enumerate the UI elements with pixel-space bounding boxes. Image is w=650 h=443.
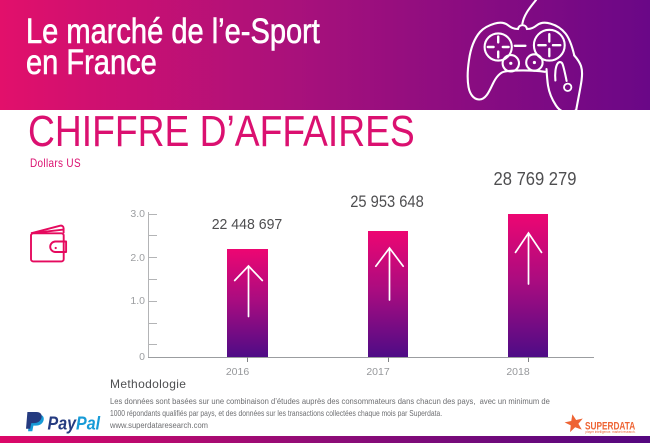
svg-text:player intelligence. market re: player intelligence. market research. bbox=[586, 430, 636, 434]
svg-text:PayPal: PayPal bbox=[48, 413, 101, 434]
svg-text:SUPERDATA: SUPERDATA bbox=[585, 420, 635, 432]
